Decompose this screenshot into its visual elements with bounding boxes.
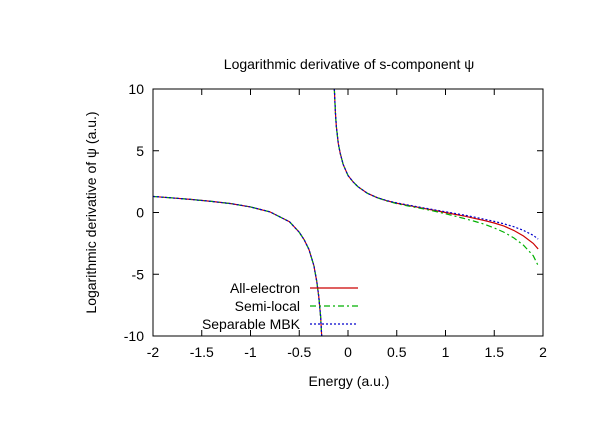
- x-tick-label: -1: [244, 344, 257, 360]
- legend-label: All-electron: [230, 280, 300, 296]
- x-tick-label: 1.5: [485, 344, 505, 360]
- x-tick-label: -2: [147, 344, 160, 360]
- axis-ticks: -2 -1.5 -1 -0.5 0 0.5 1 1.5 2 -10 -5 0 5 10: [124, 81, 547, 360]
- series-line-0: [153, 89, 539, 336]
- x-tick-label: -0.5: [287, 344, 311, 360]
- x-tick-label: 2: [539, 344, 547, 360]
- legend-label: Semi-local: [235, 298, 300, 314]
- y-tick-label: -5: [132, 266, 145, 282]
- series-line-2: [153, 89, 539, 336]
- plot-frame: [152, 88, 544, 337]
- x-tick-label: -1.5: [190, 344, 214, 360]
- x-axis-label: Energy (a.u.): [309, 373, 390, 389]
- legend: All-electron Semi-local Separable MBK: [202, 280, 358, 332]
- plot-series: [153, 89, 539, 336]
- x-tick-label: 0.5: [387, 344, 407, 360]
- x-tick-label: 1: [442, 344, 450, 360]
- series-line-1: [153, 89, 539, 336]
- y-tick-label: 10: [128, 81, 144, 97]
- chart-title: Logarithmic derivative of s-component ψ: [224, 56, 474, 72]
- legend-label: Separable MBK: [202, 316, 301, 332]
- y-tick-label: -10: [124, 328, 144, 344]
- x-tick-label: 0: [344, 344, 352, 360]
- y-tick-label: 0: [136, 205, 144, 221]
- y-tick-label: 5: [136, 143, 144, 159]
- y-axis-label: Logarithmic derivative of ψ (a.u.): [83, 111, 99, 313]
